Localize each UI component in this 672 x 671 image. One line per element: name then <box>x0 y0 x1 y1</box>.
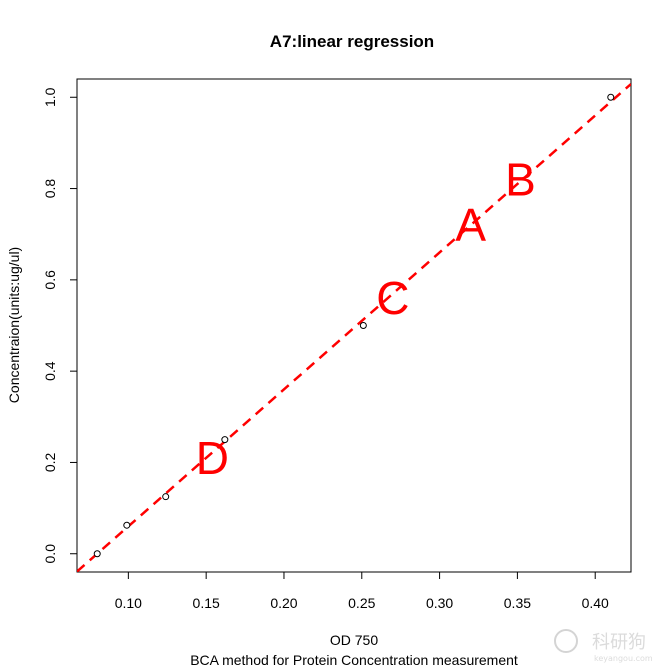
x-tick-label: 0.40 <box>582 595 609 611</box>
annotations: BAC D <box>196 153 536 483</box>
watermark: 科研狗 keyangou.com <box>554 629 653 663</box>
x-tick-label: 0.35 <box>504 595 531 611</box>
watermark-logo-icon <box>554 629 578 653</box>
x-tick-label: 0.30 <box>426 595 453 611</box>
watermark-main: 科研狗 <box>592 632 646 653</box>
chart-title: A7:linear regression <box>270 32 434 51</box>
x-axis-label: OD 750 <box>330 632 378 648</box>
annotation-a: A <box>455 199 486 251</box>
watermark-sub: keyangou.com <box>594 654 653 663</box>
y-tick-label: 0.4 <box>42 361 58 381</box>
data-point <box>123 521 131 529</box>
data-point <box>221 436 229 444</box>
y-axis: 0.0 0.2 0.4 0.6 0.8 1.0 <box>42 87 78 564</box>
data-point <box>359 322 367 329</box>
y-tick-label: 0.0 <box>42 544 58 564</box>
regression-line <box>77 83 631 572</box>
y-tick-label: 0.8 <box>42 179 58 199</box>
x-tick-label: 0.25 <box>348 595 375 611</box>
y-tick-label: 0.2 <box>42 453 58 473</box>
data-point <box>162 493 170 501</box>
annotation-d: D <box>196 432 229 484</box>
data-points <box>93 93 615 558</box>
x-tick-label: 0.20 <box>270 595 297 611</box>
y-tick-label: 1.0 <box>42 87 58 107</box>
x-axis-sublabel: BCA method for Protein Concentration mea… <box>190 652 518 668</box>
y-tick-label: 0.6 <box>42 270 58 290</box>
annotation-b: B <box>505 153 536 205</box>
annotation-c: C <box>376 272 409 324</box>
data-point <box>93 550 101 558</box>
y-axis-label: Concentraion(units:ug/ul) <box>6 247 22 403</box>
data-point <box>607 93 615 101</box>
x-axis: 0.10 0.15 0.20 0.25 0.30 0.35 0.40 <box>115 571 609 611</box>
x-tick-label: 0.10 <box>115 595 142 611</box>
x-tick-label: 0.15 <box>193 595 220 611</box>
